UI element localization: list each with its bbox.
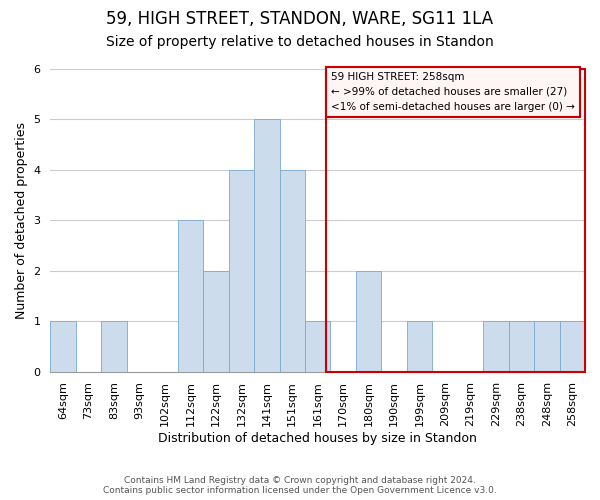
X-axis label: Distribution of detached houses by size in Standon: Distribution of detached houses by size …	[158, 432, 477, 445]
Text: 59, HIGH STREET, STANDON, WARE, SG11 1LA: 59, HIGH STREET, STANDON, WARE, SG11 1LA	[106, 10, 494, 28]
Bar	[356, 270, 382, 372]
Text: Size of property relative to detached houses in Standon: Size of property relative to detached ho…	[106, 35, 494, 49]
Bar	[101, 321, 127, 372]
Bar	[534, 321, 560, 372]
Bar	[50, 321, 76, 372]
Bar	[280, 170, 305, 372]
Y-axis label: Number of detached properties: Number of detached properties	[15, 122, 28, 319]
Bar	[203, 270, 229, 372]
Bar	[407, 321, 432, 372]
Text: 59 HIGH STREET: 258sqm
← >99% of detached houses are smaller (27)
<1% of semi-de: 59 HIGH STREET: 258sqm ← >99% of detache…	[331, 72, 575, 112]
Bar	[254, 120, 280, 372]
Bar	[178, 220, 203, 372]
Bar	[305, 321, 331, 372]
Bar	[509, 321, 534, 372]
Bar	[229, 170, 254, 372]
Text: Contains HM Land Registry data © Crown copyright and database right 2024.
Contai: Contains HM Land Registry data © Crown c…	[103, 476, 497, 495]
Bar	[560, 321, 585, 372]
Bar	[483, 321, 509, 372]
